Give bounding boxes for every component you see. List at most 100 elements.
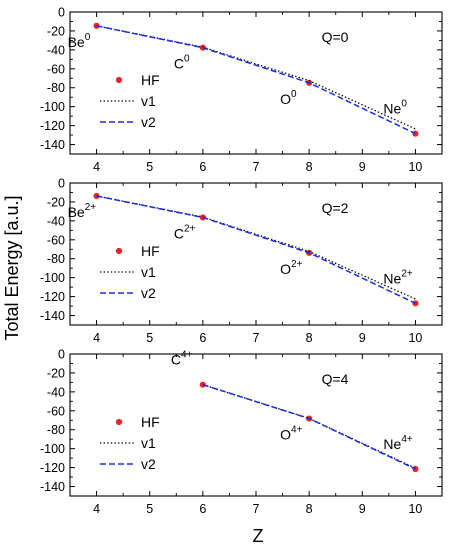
point-label-symbol: Ne [383,270,401,286]
y-tick-label: -140 [40,309,65,323]
x-tick-label: 7 [253,160,260,174]
x-tick-label: 4 [93,160,100,174]
point-label-charge: 4+ [181,350,193,361]
point-label-charge: 0 [401,99,407,110]
point-label: Ne2+ [383,268,412,286]
point-label-charge: 4+ [291,425,303,436]
legend-label: v1 [141,264,156,280]
x-tick-label: 8 [306,331,313,345]
panel-label: Q=2 [322,200,349,216]
legend-hf-marker [115,247,123,255]
point-label-charge: 2+ [85,202,97,213]
legend-label: HF [141,243,160,259]
plot-frame [69,353,443,497]
legend-label: v2 [141,456,156,472]
y-tick-label: -20 [47,366,65,380]
y-tick-label: -100 [40,271,65,285]
x-tick-label: 6 [199,160,206,174]
x-tick-label: 4 [93,331,100,345]
panel-label: Q=0 [322,29,349,45]
x-tick-label: 5 [146,331,153,345]
legend-label: HF [141,72,160,88]
point-label-symbol: Be [68,34,85,50]
y-tick-label: -80 [47,81,65,95]
hf-marker [199,381,206,388]
point-label-symbol: C [171,352,181,368]
v1-series-line [202,384,416,469]
x-tick-label: 9 [359,331,366,345]
y-tick-label: -120 [40,119,65,133]
y-tick-label: -60 [47,404,65,418]
y-tick-label: -80 [47,423,65,437]
legend-label: v2 [141,285,156,301]
y-axis-label: Total Energy [a.u.] [2,195,22,340]
point-label-charge: 2+ [184,223,196,234]
point-label: C4+ [171,350,193,368]
y-tick-label: -40 [47,43,65,57]
x-tick-label: 9 [359,502,366,516]
legend-hf-marker [115,76,123,84]
x-tick-label: 6 [199,502,206,516]
y-tick-label: 0 [58,348,65,362]
point-label-symbol: C [174,56,184,72]
point-label: Ne0 [383,99,407,117]
y-tick-label: -100 [40,442,65,456]
x-tick-label: 10 [408,331,422,345]
point-label-symbol: Be [68,204,85,220]
y-tick-label: -40 [47,214,65,228]
x-tick-label: 8 [306,502,313,516]
x-tick-label: 4 [93,502,100,516]
plot-frame [69,182,443,326]
y-tick-label: -140 [40,138,65,152]
point-label-symbol: C [174,225,184,241]
point-label-charge: 2+ [291,259,303,270]
point-label: O0 [280,89,297,107]
point-label: Be0 [68,32,91,50]
y-tick-label: -40 [47,385,65,399]
point-label: Ne4+ [383,434,412,452]
y-tick-label: -20 [47,24,65,38]
v2-series-line [96,25,416,135]
y-tick-label: 0 [58,177,65,191]
v2-series-line [96,195,416,304]
point-label-symbol: Ne [383,436,401,452]
point-label-symbol: Ne [383,101,401,117]
legend-label: v1 [141,435,156,451]
panel-label: Q=4 [322,371,349,387]
y-tick-label: -120 [40,461,65,475]
y-tick-label: -60 [47,62,65,76]
point-label-symbol: O [280,91,291,107]
plot-frame [69,11,443,155]
legend-label: HF [141,414,160,430]
x-tick-label: 10 [408,160,422,174]
point-label: Be2+ [68,202,97,220]
y-tick-label: -20 [47,195,65,209]
legend-label: v2 [141,114,156,130]
y-tick-label: -80 [47,252,65,266]
y-tick-label: -120 [40,290,65,304]
legend-label: v1 [141,93,156,109]
point-label: C0 [174,54,190,72]
legend-hf-marker [115,418,123,426]
x-axis-label: Z [253,526,264,546]
point-label-charge: 2+ [401,268,413,279]
x-tick-label: 7 [253,502,260,516]
y-tick-label: -60 [47,233,65,247]
point-label-charge: 0 [291,89,297,100]
point-label-charge: 0 [85,32,91,43]
y-tick-label: -100 [40,100,65,114]
y-tick-label: -140 [40,480,65,494]
x-tick-label: 5 [146,160,153,174]
point-label: O4+ [280,425,302,443]
x-tick-label: 7 [253,331,260,345]
point-label: O2+ [280,259,302,277]
point-label-symbol: O [280,427,291,443]
x-tick-label: 8 [306,160,313,174]
x-tick-label: 6 [199,331,206,345]
point-label-symbol: O [280,261,291,277]
x-tick-label: 5 [146,502,153,516]
